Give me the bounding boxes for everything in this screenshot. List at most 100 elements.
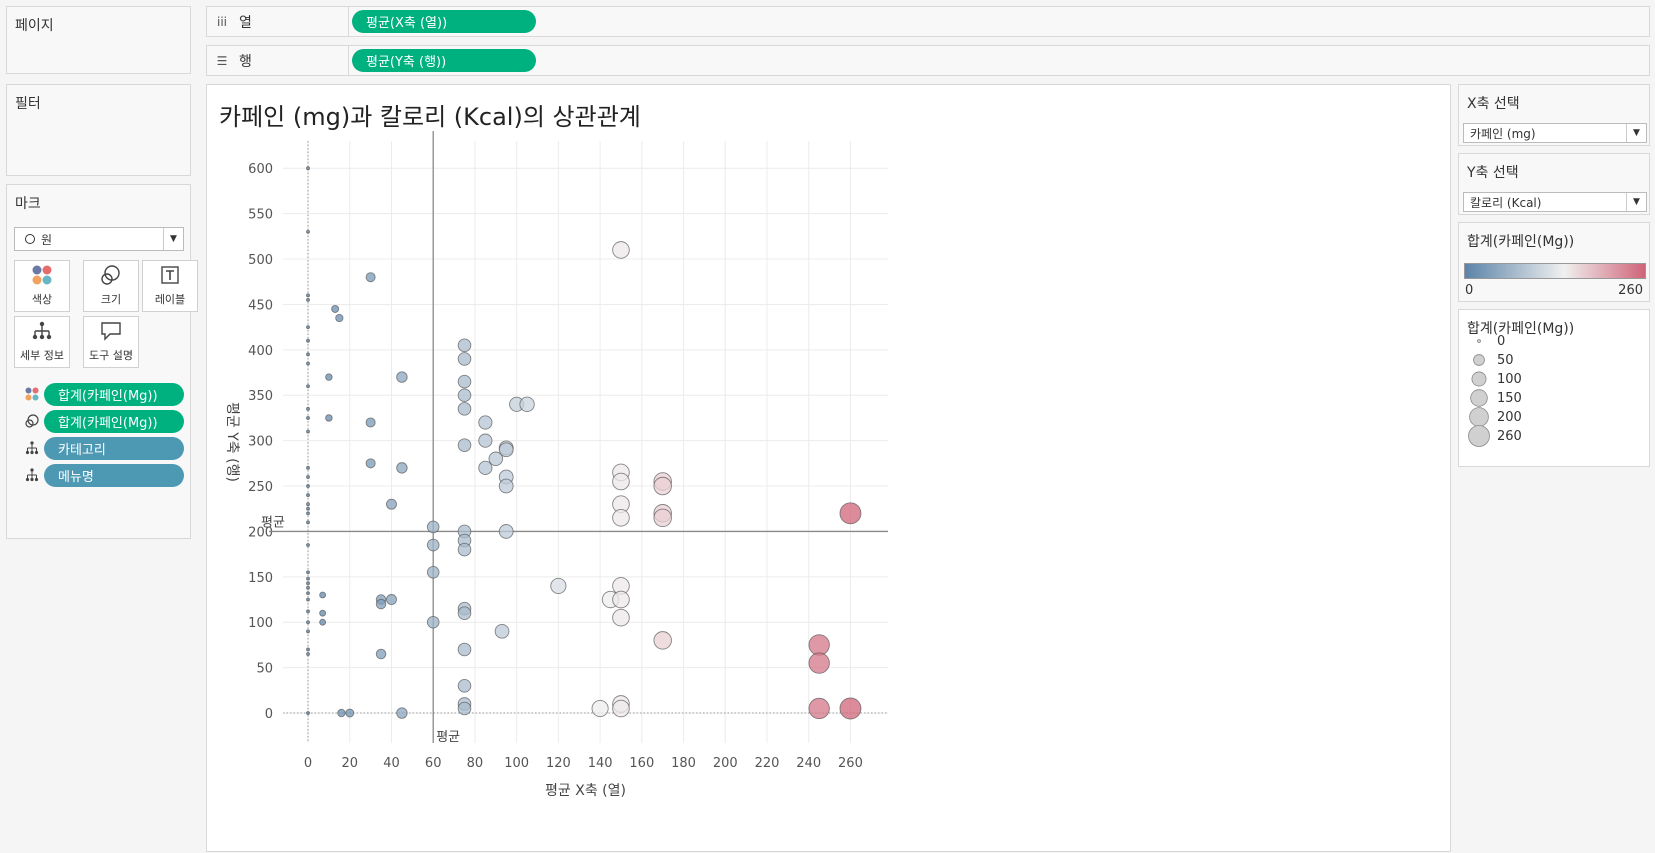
- data-point[interactable]: [808, 634, 830, 656]
- data-point[interactable]: [345, 708, 355, 718]
- data-point[interactable]: [612, 241, 630, 259]
- data-point[interactable]: [365, 417, 376, 428]
- data-point[interactable]: [325, 373, 333, 381]
- data-point[interactable]: [319, 618, 327, 626]
- marks-pill-size[interactable]: 합계(카페인(Mg)): [44, 410, 184, 433]
- data-point[interactable]: [426, 538, 440, 552]
- data-point[interactable]: [519, 396, 535, 412]
- data-point[interactable]: [306, 166, 310, 171]
- data-point[interactable]: [612, 699, 630, 718]
- data-point[interactable]: [396, 462, 408, 474]
- data-point[interactable]: [653, 508, 672, 528]
- data-point[interactable]: [306, 711, 310, 715]
- marks-pill-menu[interactable]: 메뉴명: [44, 464, 184, 487]
- data-point[interactable]: [325, 414, 333, 422]
- data-point[interactable]: [808, 652, 830, 674]
- data-point[interactable]: [457, 606, 472, 620]
- data-point[interactable]: [306, 325, 310, 330]
- data-point[interactable]: [426, 615, 440, 629]
- data-point[interactable]: [306, 465, 310, 470]
- data-point[interactable]: [498, 442, 514, 458]
- data-point[interactable]: [306, 629, 310, 634]
- data-point[interactable]: [478, 415, 493, 430]
- data-point[interactable]: [839, 502, 862, 525]
- data-point[interactable]: [319, 609, 327, 617]
- data-point[interactable]: [457, 438, 472, 452]
- data-point[interactable]: [550, 577, 567, 594]
- rows-pill[interactable]: 평균(Y축 (행)): [352, 49, 536, 72]
- columns-shelf[interactable]: iii 열 평균(X축 (열)): [206, 6, 1650, 37]
- data-point[interactable]: [375, 648, 387, 660]
- data-point[interactable]: [335, 313, 344, 323]
- data-point[interactable]: [306, 384, 310, 389]
- mark-type-dropdown[interactable]: 원 ▼: [14, 227, 184, 251]
- data-point[interactable]: [612, 509, 630, 527]
- data-point[interactable]: [306, 229, 310, 234]
- data-point[interactable]: [498, 478, 514, 494]
- data-point[interactable]: [457, 338, 472, 353]
- x-axis-dropdown[interactable]: 카페인 (mg) ▼: [1463, 123, 1647, 143]
- data-point[interactable]: [457, 388, 472, 403]
- data-point[interactable]: [306, 597, 310, 602]
- data-point[interactable]: [653, 631, 672, 650]
- data-point[interactable]: [306, 338, 310, 343]
- data-point[interactable]: [306, 543, 310, 548]
- data-point[interactable]: [306, 652, 310, 656]
- data-point[interactable]: [306, 647, 310, 652]
- data-point[interactable]: [591, 699, 609, 718]
- data-point[interactable]: [498, 524, 514, 539]
- data-point[interactable]: [306, 415, 310, 420]
- data-point[interactable]: [478, 460, 493, 475]
- data-point[interactable]: [306, 475, 310, 479]
- filters-panel[interactable]: 필터: [6, 84, 191, 176]
- data-point[interactable]: [494, 623, 510, 639]
- data-point[interactable]: [306, 609, 310, 614]
- data-point[interactable]: [306, 570, 310, 575]
- data-point[interactable]: [457, 374, 472, 389]
- marks-pill-color[interactable]: 합계(카페인(Mg)): [44, 383, 184, 406]
- data-point[interactable]: [488, 451, 504, 467]
- data-point[interactable]: [612, 608, 630, 627]
- data-point[interactable]: [306, 585, 310, 590]
- size-button[interactable]: 크기: [83, 260, 139, 312]
- data-point[interactable]: [306, 297, 310, 302]
- marks-pill-category[interactable]: 카테고리: [44, 437, 184, 460]
- data-point[interactable]: [306, 406, 310, 411]
- data-point[interactable]: [319, 591, 327, 599]
- data-point[interactable]: [306, 361, 310, 366]
- tooltip-button[interactable]: 도구 설명: [83, 316, 139, 368]
- data-point[interactable]: [306, 591, 310, 596]
- data-point[interactable]: [808, 697, 830, 720]
- rows-shelf[interactable]: ☰ 행 평균(Y축 (행)): [206, 45, 1650, 76]
- data-point[interactable]: [457, 679, 472, 693]
- data-point[interactable]: [396, 707, 408, 719]
- data-point[interactable]: [337, 708, 346, 718]
- data-point[interactable]: [306, 520, 310, 525]
- columns-pill[interactable]: 평균(X축 (열)): [352, 10, 536, 33]
- data-point[interactable]: [612, 472, 630, 491]
- data-point[interactable]: [612, 590, 630, 609]
- data-point[interactable]: [375, 598, 387, 610]
- data-point[interactable]: [457, 402, 472, 416]
- data-point[interactable]: [457, 642, 472, 657]
- data-point[interactable]: [306, 493, 310, 498]
- data-point[interactable]: [306, 429, 310, 434]
- data-point[interactable]: [386, 594, 397, 606]
- data-point[interactable]: [457, 701, 472, 716]
- data-point[interactable]: [365, 272, 376, 283]
- data-point[interactable]: [396, 371, 408, 383]
- data-point[interactable]: [457, 352, 472, 366]
- data-point[interactable]: [365, 458, 376, 469]
- data-point[interactable]: [478, 433, 493, 448]
- data-point[interactable]: [306, 620, 310, 625]
- data-point[interactable]: [306, 511, 310, 516]
- data-point[interactable]: [306, 502, 310, 507]
- data-point[interactable]: [386, 498, 397, 510]
- data-point[interactable]: [306, 484, 310, 488]
- data-point[interactable]: [306, 293, 310, 298]
- data-point[interactable]: [306, 506, 310, 511]
- data-point[interactable]: [426, 520, 440, 534]
- data-point[interactable]: [457, 542, 472, 557]
- y-axis-dropdown[interactable]: 칼로리 (Kcal) ▼: [1463, 192, 1647, 212]
- scatter-plot[interactable]: 0 20 40 60 80 100 120 140 160 180 200 220 240 260 0 50 1…: [207, 85, 1452, 853]
